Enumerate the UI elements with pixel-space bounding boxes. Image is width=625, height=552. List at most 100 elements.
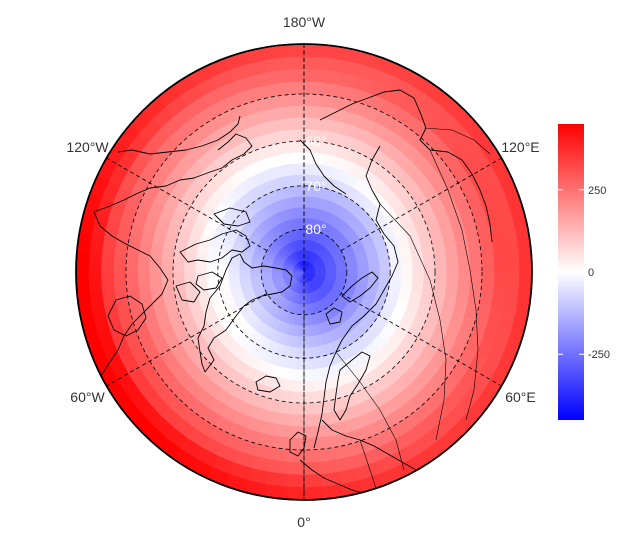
field-cell <box>530 271 532 294</box>
field-cell <box>303 461 323 475</box>
greenland-coast <box>197 253 293 373</box>
field-cell <box>296 346 305 359</box>
field-cell <box>298 324 305 337</box>
field-cell <box>441 63 469 88</box>
field-cell <box>76 271 91 293</box>
colorbar-tick-label: 0 <box>588 267 594 279</box>
field-cell <box>346 505 370 523</box>
field-cell <box>149 258 163 273</box>
field-cell <box>297 335 305 348</box>
field-cell <box>325 18 348 34</box>
field-cell <box>478 287 494 306</box>
field-cell <box>149 271 163 286</box>
field-cell <box>195 262 208 273</box>
field-cell <box>268 69 288 86</box>
field-cell <box>421 282 435 296</box>
field-cell <box>95 409 120 437</box>
field-cell <box>544 272 558 294</box>
field-cell <box>303 436 320 451</box>
field-cell <box>285 69 305 83</box>
field-cell <box>89 234 105 255</box>
field-cell <box>137 257 151 273</box>
field-cell <box>272 435 290 450</box>
field-cell <box>195 252 209 264</box>
field-cell <box>289 425 305 439</box>
field-cell <box>239 266 252 273</box>
longitude-label: 60°W <box>70 389 105 405</box>
field-cell <box>195 490 222 500</box>
field-cell <box>503 289 519 310</box>
longitude-labels: 180°W 120°E 60°E 0° 60°W 120°W <box>66 14 539 530</box>
field-cell <box>150 244 164 260</box>
graticule <box>106 44 502 500</box>
meridian-line <box>340 157 502 251</box>
field-cell <box>318 435 336 450</box>
field-cell <box>424 469 451 493</box>
field-cell <box>238 21 262 39</box>
field-cell <box>216 498 242 500</box>
field-cell <box>50 228 66 251</box>
field-cell <box>266 471 287 487</box>
field-cell <box>101 271 115 291</box>
field-cell <box>493 271 507 291</box>
field-cell <box>161 259 174 273</box>
colorbar-ticks: 250 0 -250 <box>558 185 610 361</box>
field-cell <box>286 356 297 370</box>
field-cell <box>503 234 519 255</box>
field-cell <box>434 271 447 285</box>
field-cell <box>88 271 103 292</box>
field-cell <box>480 271 495 289</box>
field-cell <box>176 44 203 64</box>
field-cell <box>282 44 305 46</box>
field-cell <box>293 152 305 165</box>
field-cell <box>303 44 326 46</box>
country-borders <box>335 127 491 495</box>
novaya-zemlya-coast <box>341 271 379 303</box>
field-cell <box>295 174 305 187</box>
field-cell <box>410 281 424 294</box>
field-cell <box>53 206 71 230</box>
field-cell <box>530 184 532 210</box>
iceland-coast <box>255 375 281 393</box>
field-cell <box>400 271 413 282</box>
field-cell <box>173 248 187 262</box>
field-cell <box>303 196 311 209</box>
field-cell <box>76 251 91 273</box>
field-cell <box>490 288 507 308</box>
field-cell <box>283 485 305 500</box>
field-cell <box>303 44 325 59</box>
field-cell <box>542 293 558 316</box>
field-cell <box>101 236 118 256</box>
field-cell <box>317 106 334 121</box>
field-cell <box>283 44 305 59</box>
field-cell <box>303 357 313 370</box>
field-cell <box>303 402 317 415</box>
field-cell <box>445 271 459 286</box>
field-cell <box>76 334 78 360</box>
field-cell <box>411 261 424 273</box>
field-cell <box>272 94 290 109</box>
field-cell <box>303 163 314 176</box>
field-cell <box>282 498 305 500</box>
field-cell <box>318 94 336 109</box>
field-cell <box>260 267 273 273</box>
field-cell <box>386 44 413 54</box>
field-cell <box>125 271 140 288</box>
field-cell <box>101 253 115 273</box>
field-cell <box>284 473 305 488</box>
field-cell <box>137 271 151 287</box>
field-cell <box>298 314 305 326</box>
field-cell <box>289 105 305 119</box>
field-cell <box>184 261 197 273</box>
meridian-line <box>106 157 268 251</box>
field-cell <box>316 412 332 426</box>
field-cell <box>405 44 432 64</box>
field-cell <box>530 250 532 273</box>
field-cell <box>138 285 153 302</box>
field-cell <box>303 117 318 131</box>
field-cell <box>346 271 358 278</box>
colorbar: 250 0 -250 <box>558 124 610 420</box>
field-cell <box>274 423 291 438</box>
field-cell <box>172 271 186 284</box>
